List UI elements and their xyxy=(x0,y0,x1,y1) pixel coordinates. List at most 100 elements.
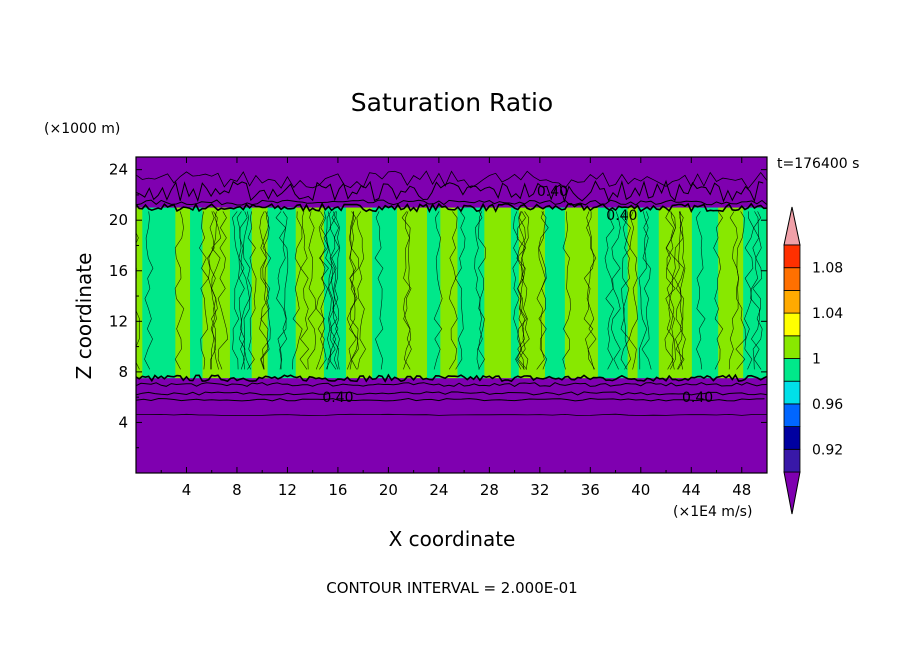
contour-line xyxy=(136,170,767,190)
x-tick-label: 8 xyxy=(232,481,242,499)
x-axis-label: X coordinate xyxy=(389,527,516,551)
cloud-band xyxy=(295,207,325,379)
contour-line xyxy=(136,391,767,396)
y-tick-label: 8 xyxy=(118,363,128,381)
colorbar-tick-label: 1 xyxy=(812,352,821,368)
cloud-band xyxy=(440,207,459,379)
contour-labels: 0.40 0.40 0.40 0.40 xyxy=(322,184,713,406)
colorbar-tick-label: 1.04 xyxy=(812,306,843,322)
contour-streak xyxy=(728,211,739,370)
contour-streak xyxy=(307,211,317,370)
cloud-band xyxy=(484,207,512,379)
contour-streak xyxy=(735,211,746,370)
y-unit-label: (×1000 m) xyxy=(44,121,120,137)
cloud-band xyxy=(267,207,297,379)
contour-streak xyxy=(674,211,685,370)
contour-streak xyxy=(628,211,638,370)
contour-streak xyxy=(638,211,649,370)
contour-streak xyxy=(695,211,706,370)
contour-streak xyxy=(279,211,289,370)
contour-streak xyxy=(477,211,486,370)
contour-streak xyxy=(610,211,621,370)
contour-label: 0.40 xyxy=(537,184,568,200)
colorbar-swatch xyxy=(783,335,801,359)
contour-streak xyxy=(536,211,547,370)
contour-streak xyxy=(519,211,530,370)
contour-streak xyxy=(259,211,270,370)
x-tick-label: 32 xyxy=(530,481,549,499)
contour-streak xyxy=(677,211,686,370)
contour-line xyxy=(136,382,767,387)
x-tick-label: 36 xyxy=(581,481,600,499)
contour-streak xyxy=(401,211,412,370)
chart-title: Saturation Ratio xyxy=(351,88,553,117)
x-tick-label: 40 xyxy=(631,481,650,499)
contour-streak xyxy=(713,211,724,370)
x-unit-label: (×1E4 m/s) xyxy=(673,504,752,520)
contour-streak xyxy=(641,211,652,370)
x-tick-label: 48 xyxy=(732,481,751,499)
x-tick-label: 28 xyxy=(480,481,499,499)
contour-streak xyxy=(516,211,528,370)
contour-streak xyxy=(583,211,595,370)
colorbar-swatch xyxy=(783,380,801,405)
contour-streak xyxy=(330,211,340,370)
y-tick-label: 20 xyxy=(109,211,128,229)
cloud-band xyxy=(202,207,231,379)
contour-streak xyxy=(448,211,458,370)
contour-streak xyxy=(199,211,209,370)
contour-streak xyxy=(433,211,443,370)
colorbar-swatch xyxy=(783,312,801,337)
contour-line xyxy=(136,413,767,416)
colorbar-swatch xyxy=(783,448,801,473)
contour-streak xyxy=(517,211,526,370)
colorbar-tick-label: 1.08 xyxy=(812,261,843,277)
contour-streak xyxy=(144,211,154,370)
contour-streak xyxy=(516,211,527,370)
contour-streak xyxy=(356,211,366,370)
contour-streak xyxy=(346,211,357,370)
cloud-band xyxy=(136,207,143,379)
contour-streak xyxy=(325,211,336,370)
cloud-band xyxy=(229,207,253,379)
y-axis: 4 8 12 16 20 24 xyxy=(109,161,767,449)
contour-streak xyxy=(664,211,675,370)
plot-area xyxy=(136,157,767,473)
contour-streak xyxy=(217,211,229,370)
x-tick-label: 4 xyxy=(182,481,192,499)
colorbar-swatch xyxy=(783,244,801,269)
cloud-band xyxy=(544,207,566,379)
colorbar-tick-label: 0.96 xyxy=(812,397,843,413)
colorbar: 0.92 0.96 1 1.04 1.08 xyxy=(783,206,843,515)
cloud-band xyxy=(743,207,767,379)
contour-streak xyxy=(374,211,384,370)
contour-label: 0.40 xyxy=(322,390,353,406)
colorbar-swatch xyxy=(783,289,801,314)
cloud-band xyxy=(251,207,269,379)
cloud-band xyxy=(564,207,599,379)
contour-streak xyxy=(208,211,218,370)
contour-streak xyxy=(622,211,632,370)
contour-streak xyxy=(328,211,338,370)
contour-streak xyxy=(239,211,250,370)
contour-line xyxy=(136,199,767,206)
x-tick-label: 16 xyxy=(328,481,347,499)
plot-frame xyxy=(135,156,768,474)
y-tick-label: 16 xyxy=(109,262,128,280)
y-tick-label: 24 xyxy=(109,161,128,179)
contour-streak xyxy=(665,211,676,370)
contour-streak xyxy=(455,211,466,370)
cloud-band xyxy=(457,207,485,379)
cloud-band xyxy=(691,207,719,379)
contour-streak xyxy=(562,211,571,370)
contour-streak xyxy=(403,211,412,370)
y-tick-label: 4 xyxy=(118,413,128,431)
contour-line xyxy=(136,373,767,383)
cloud-band xyxy=(396,207,428,379)
contour-label: 0.40 xyxy=(606,208,637,224)
cloud-band xyxy=(190,207,204,379)
contour-streak xyxy=(319,211,329,370)
contour-streak xyxy=(474,211,483,370)
time-label: t=176400 s xyxy=(777,156,859,172)
cloud-band xyxy=(510,207,520,379)
